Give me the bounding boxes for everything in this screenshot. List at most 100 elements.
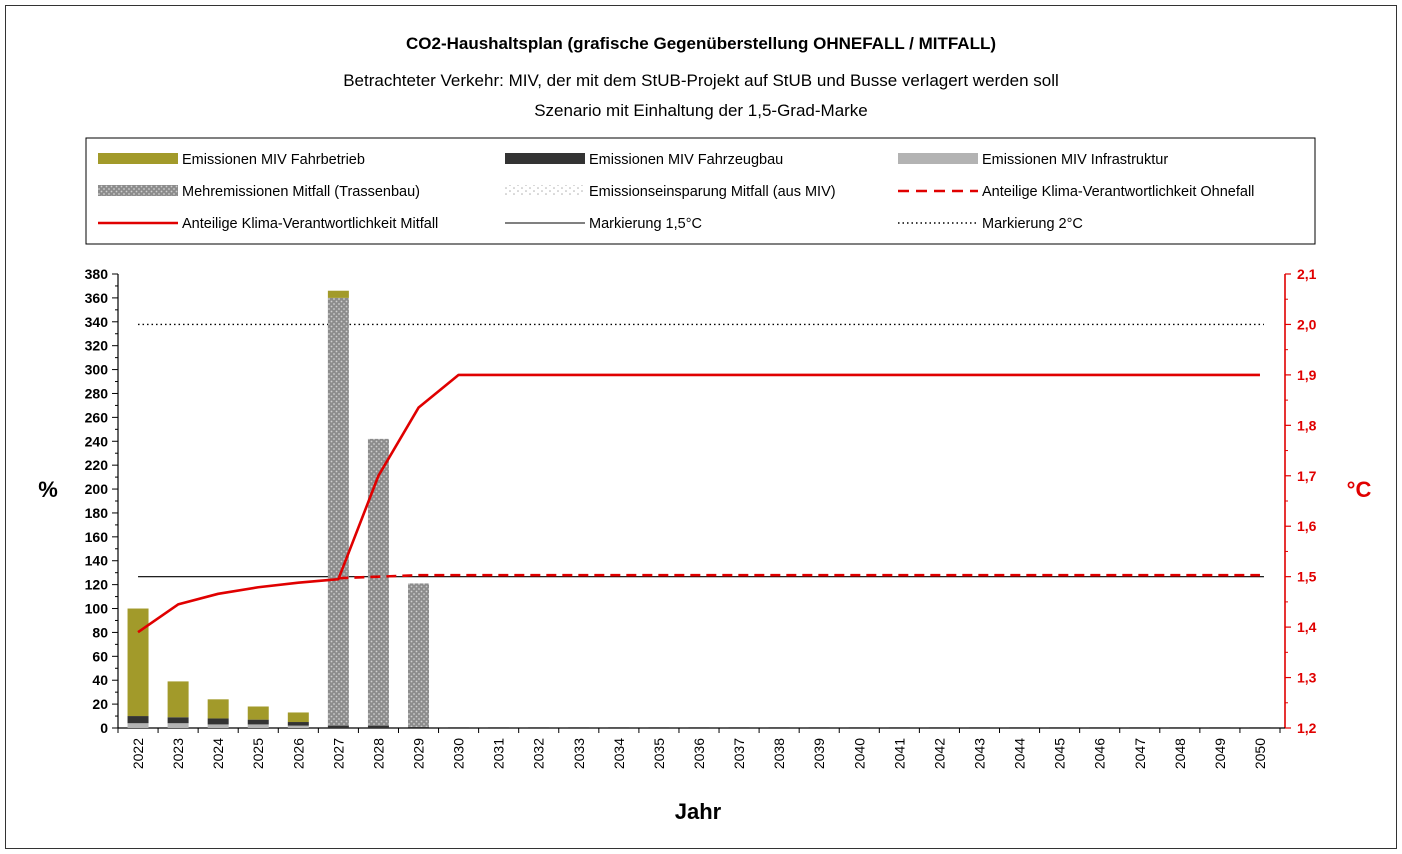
y-tick-label: 120 (85, 577, 109, 593)
y-axis-title: % (38, 477, 58, 502)
x-tick-label: 2041 (891, 738, 907, 769)
bar-fahrzeugbau (287, 722, 309, 726)
x-tick-label: 2030 (451, 738, 467, 769)
chart-title: CO2-Haushaltsplan (grafische Gegenüberst… (406, 34, 996, 53)
y-tick-label: 180 (85, 505, 109, 521)
legend: Emissionen MIV Fahrbetrieb Emissionen MIV… (85, 137, 1316, 245)
x-tick-label: 2029 (411, 738, 427, 769)
legend-label-ohnefall: Anteilige Klima-Verantwortlichkeit Ohnef… (982, 184, 1254, 200)
x-tick-label: 2043 (971, 738, 987, 769)
bar-fahrzeugbau (327, 725, 349, 728)
y2-tick-label: 1,5 (1297, 569, 1317, 585)
legend-label-mark20: Markierung 2°C (982, 216, 1083, 232)
y-tick-label: 40 (92, 672, 108, 688)
y2-axis-title: °C (1347, 477, 1372, 502)
legend-box (85, 137, 1316, 245)
y-tick-label: 220 (85, 457, 109, 473)
legend-swatch-infrastruktur (898, 153, 978, 164)
bar-infrastruktur (287, 725, 309, 728)
x-tick-label: 2025 (250, 738, 266, 769)
y-tick-label: 200 (85, 481, 109, 497)
bar-fahrzeugbau (367, 725, 389, 728)
x-tick-label: 2033 (571, 738, 587, 769)
bar-trassenbau (367, 438, 389, 726)
x-tick-label: 2023 (170, 738, 186, 769)
bar-infrastruktur (247, 724, 269, 728)
y-tick-label: 0 (100, 720, 108, 736)
x-tick-label: 2035 (651, 738, 667, 769)
bar-fahrzeugbau (167, 717, 189, 724)
line-mitfall (137, 373, 1260, 634)
x-axis-title: Jahr (675, 799, 722, 824)
y-tick-label: 20 (92, 696, 108, 712)
x-tick-label: 2049 (1212, 738, 1228, 769)
bar-fahrbetrieb (167, 681, 189, 718)
chart-subtitle-2: Szenario mit Einhaltung der 1,5-Grad-Mar… (534, 101, 868, 120)
legend-label-fahrzeugbau: Emissionen MIV Fahrzeugbau (589, 152, 783, 168)
y-tick-label: 240 (85, 433, 109, 449)
y2-tick-label: 2,0 (1297, 316, 1317, 332)
y-tick-label: 160 (85, 529, 109, 545)
bar-infrastruktur (127, 723, 149, 728)
chart-subtitle-1: Betrachteter Verkehr: MIV, der mit dem S… (343, 71, 1059, 90)
x-tick-label: 2026 (290, 738, 306, 769)
y2-tick-label: 1,4 (1297, 619, 1317, 635)
y-tick-label: 280 (85, 385, 109, 401)
y2-tick-label: 1,3 (1297, 670, 1317, 686)
x-tick-label: 2044 (1012, 738, 1028, 769)
line-ohnefall (338, 573, 1260, 580)
legend-swatch-einsparung (505, 185, 585, 196)
x-tick-label: 2031 (491, 738, 507, 769)
chart-frame (5, 5, 1397, 849)
x-tick-label: 2048 (1172, 738, 1188, 769)
y-tick-label: 60 (92, 648, 108, 664)
x-tick-label: 2042 (931, 738, 947, 769)
y2-tick-label: 1,6 (1297, 518, 1317, 534)
y-tick-label: 140 (85, 553, 109, 569)
legend-swatch-trassenbau (98, 185, 178, 196)
y2-tick-label: 1,8 (1297, 417, 1317, 433)
bar-fahrzeugbau (247, 719, 269, 725)
x-tick-label: 2038 (771, 738, 787, 769)
y-tick-label: 260 (85, 409, 109, 425)
x-tick-label: 2045 (1052, 738, 1068, 769)
bar-fahrbetrieb (127, 608, 149, 717)
y2-tick-label: 1,9 (1297, 367, 1317, 383)
y-tick-label: 300 (85, 362, 109, 378)
x-tick-label: 2032 (531, 738, 547, 769)
legend-label-einsparung: Emissionseinsparung Mitfall (aus MIV) (589, 184, 836, 200)
y-tick-label: 320 (85, 338, 109, 354)
x-tick-label: 2028 (370, 738, 386, 769)
y-tick-label: 380 (85, 266, 109, 282)
y-tick-label: 360 (85, 290, 109, 306)
bar-fahrbetrieb (207, 699, 229, 719)
bar-infrastruktur (167, 723, 189, 728)
y2-tick-label: 1,2 (1297, 720, 1317, 736)
bar-fahrbetrieb (327, 290, 349, 298)
x-tick-label: 2040 (851, 738, 867, 769)
legend-label-mitfall: Anteilige Klima-Verantwortlichkeit Mitfa… (182, 216, 438, 232)
legend-swatch-fahrbetrieb (98, 153, 178, 164)
x-tick-label: 2024 (210, 738, 226, 769)
x-tick-label: 2037 (731, 738, 747, 769)
legend-label-infrastruktur: Emissionen MIV Infrastruktur (982, 152, 1168, 168)
legend-label-trassenbau: Mehremissionen Mitfall (Trassenbau) (182, 184, 420, 200)
x-tick-label: 2022 (130, 738, 146, 769)
bar-fahrbetrieb (287, 712, 309, 723)
x-tick-label: 2047 (1132, 738, 1148, 769)
bar-fahrbetrieb (247, 706, 269, 720)
x-tick-label: 2046 (1092, 738, 1108, 769)
bar-trassenbau (327, 297, 349, 726)
y-tick-label: 80 (92, 624, 108, 640)
x-tick-label: 2036 (691, 738, 707, 769)
x-tick-label: 2050 (1252, 738, 1268, 769)
bar-fahrzeugbau (408, 726, 430, 728)
x-tick-label: 2039 (811, 738, 827, 769)
y2-tick-label: 2,1 (1297, 266, 1317, 282)
y-tick-label: 340 (85, 314, 109, 330)
legend-label-mark15: Markierung 1,5°C (589, 216, 702, 232)
bar-trassenbau (408, 583, 430, 727)
legend-label-fahrbetrieb: Emissionen MIV Fahrbetrieb (182, 152, 365, 168)
bar-fahrzeugbau (207, 718, 229, 725)
